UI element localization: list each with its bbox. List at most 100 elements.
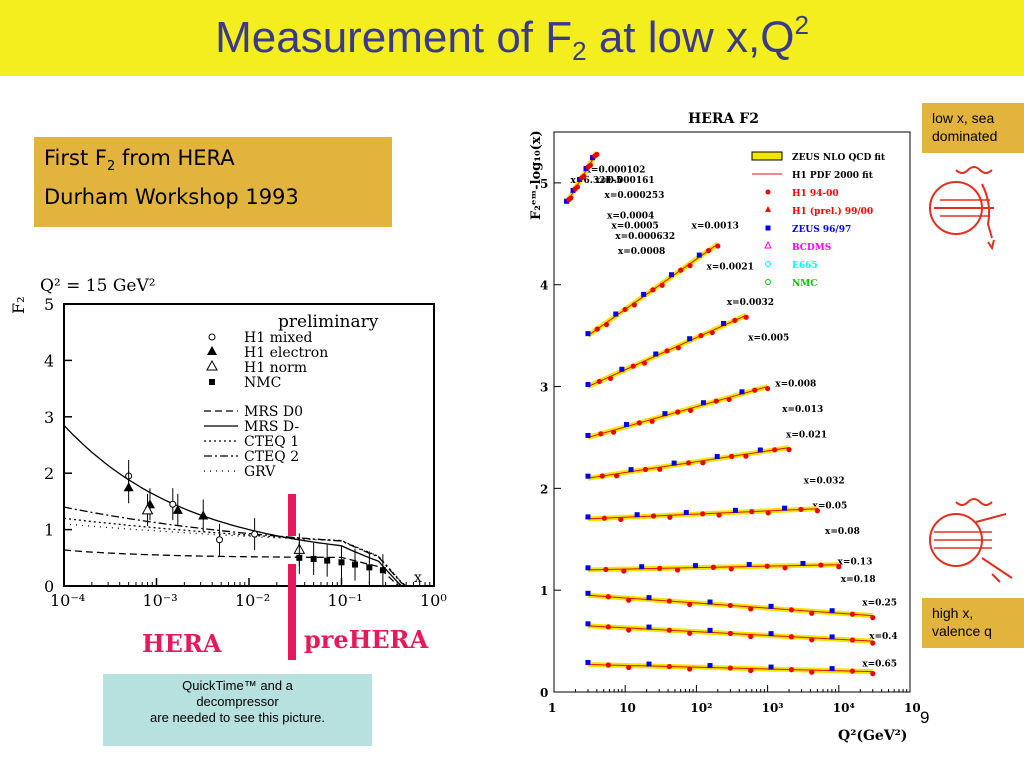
right-point-h1	[685, 460, 692, 466]
right-point-h1	[764, 563, 770, 569]
right-point-zeus	[585, 382, 591, 388]
right-point-h1	[728, 453, 735, 459]
left-annotation-preliminary: preliminary	[278, 312, 379, 332]
right-point-h1	[726, 396, 732, 403]
right-point-zeus	[585, 565, 591, 571]
right-bin-label: x=0.4	[869, 632, 898, 642]
right-bin-label: x=6.32E-5	[571, 176, 623, 186]
region-label-prehera: preHERA	[304, 625, 429, 654]
right-point-h1	[664, 348, 670, 354]
right-point-h1	[782, 565, 788, 571]
right-point-h1	[786, 447, 792, 453]
right-point-zeus	[768, 603, 774, 609]
left-legend-label: MRS D-	[244, 419, 299, 435]
left-y-tick-label: 0	[44, 577, 54, 596]
right-x-tick-label: 10	[619, 701, 636, 715]
left-y-axis-label: F₂	[9, 296, 28, 314]
left-point	[338, 559, 345, 566]
right-point-h1	[642, 466, 649, 473]
right-point-h1	[748, 606, 754, 612]
left-x-tick-label: 10⁻⁴	[50, 591, 85, 610]
right-bin-label: x=0.008	[775, 380, 816, 390]
right-bin-label: x=0.005	[748, 334, 789, 344]
left-point	[141, 503, 154, 515]
right-point-zeus	[585, 590, 591, 596]
page-number: 9	[920, 708, 930, 727]
right-point-h1	[732, 317, 738, 323]
right-point-h1	[698, 333, 704, 339]
right-point-h1	[870, 615, 876, 621]
left-data-points	[123, 460, 386, 587]
right-point-h1	[603, 566, 609, 573]
right-point-zeus	[585, 432, 591, 438]
right-point-zeus	[696, 252, 702, 258]
right-point-zeus	[634, 512, 640, 518]
right-point-h1	[727, 630, 733, 637]
right-point-zeus	[585, 660, 591, 666]
right-y-tick-label: 0	[540, 686, 548, 700]
left-legend-label: NMC	[244, 375, 281, 391]
left-curve-cteq-1	[63, 517, 430, 587]
right-point-h1	[687, 666, 693, 672]
right-point-h1	[687, 601, 693, 608]
right-point-h1	[626, 597, 632, 603]
right-point-h1	[574, 184, 580, 190]
left-curve-cteq-2	[63, 506, 430, 587]
right-x-tick-label: 10²	[690, 701, 712, 715]
right-bin-label: x=0.0005	[611, 222, 658, 232]
left-x-tick-label: 10⁰	[420, 591, 447, 610]
right-point-h1	[675, 345, 681, 351]
right-legend-label: BCDMS	[792, 243, 831, 253]
right-point-zeus	[768, 631, 774, 637]
right-chart-svg: HERA F2 F₂ᵉᵐ-log₁₀(x) Q²(GeV²) 1 10 10² 10³…	[529, 111, 926, 744]
right-legend-label: NMC	[792, 279, 817, 289]
right-point-h1	[605, 594, 611, 600]
left-legend-marker	[206, 359, 218, 371]
region-label-hera: HERA	[142, 629, 222, 658]
right-point-h1	[626, 627, 632, 633]
right-x-axis-label: Q²(GeV²)	[838, 728, 907, 744]
right-point-h1	[611, 429, 617, 435]
right-y-axis-label: F₂ᵉᵐ-log₁₀(x)	[529, 130, 544, 220]
right-point-h1	[743, 314, 749, 320]
note-line-2: Durham Workshop 1993	[44, 185, 299, 210]
right-y-tick-label: 5	[540, 177, 548, 191]
right-legend-label: H1 94-00	[792, 189, 839, 199]
right-legend-label: H1 (prel.) 99/00	[792, 206, 873, 217]
right-point-h1	[649, 418, 655, 424]
right-legend-label: H1 PDF 2000 fit	[792, 171, 874, 181]
right-point-zeus	[662, 411, 668, 417]
right-point-h1	[587, 162, 593, 168]
right-point-h1	[705, 247, 712, 254]
right-point-h1	[605, 662, 611, 668]
left-x-tick-label: 10⁻²	[235, 591, 270, 610]
right-legend: ZEUS NLO QCD fit H1 PDF 2000 fit H1 94-00 H…	[751, 151, 886, 289]
right-y-tick-label: 3	[540, 381, 548, 395]
right-point-h1	[749, 509, 755, 515]
right-bin-label: x=0.0013	[692, 222, 739, 232]
right-point-zeus	[829, 666, 835, 672]
right-legend-marker	[765, 206, 771, 212]
right-bin-label: x=0.0032	[727, 298, 774, 308]
left-legend-marker	[209, 379, 215, 385]
right-point-h1	[765, 385, 771, 392]
right-point-zeus	[829, 634, 835, 640]
right-point-zeus	[583, 166, 589, 172]
right-bin-label: x=0.13	[838, 558, 873, 568]
right-point-h1	[765, 510, 771, 516]
right-point-h1	[594, 151, 600, 157]
right-legend-label: E665	[792, 261, 818, 271]
quicktime-line-2: decompressor	[196, 694, 279, 709]
right-point-zeus	[800, 560, 806, 566]
right-point-zeus	[590, 155, 596, 161]
right-point-zeus	[700, 400, 706, 406]
right-point-h1	[728, 566, 734, 572]
right-point-zeus	[829, 608, 835, 614]
right-point-zeus	[646, 624, 652, 630]
right-point-h1	[798, 506, 804, 513]
left-legend-label: H1 mixed	[244, 330, 313, 346]
right-point-h1	[603, 321, 610, 328]
right-point-h1	[700, 511, 706, 517]
right-point-h1	[727, 602, 733, 609]
left-x-axis-label: x	[414, 570, 422, 586]
